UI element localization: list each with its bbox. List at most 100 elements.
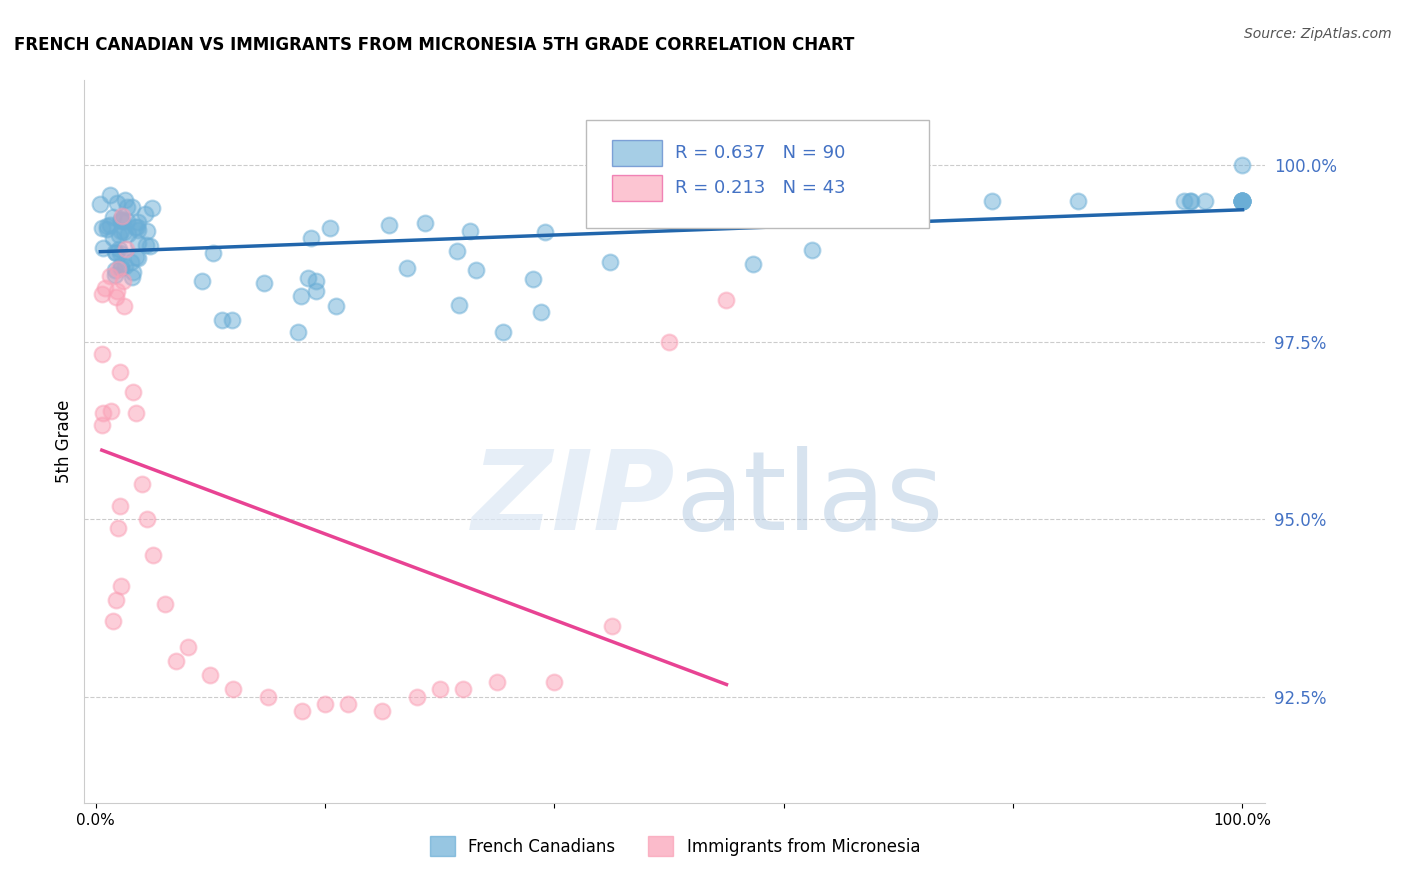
Point	[136, 512, 159, 526]
Text: Source: ZipAtlas.com: Source: ZipAtlas.com	[1244, 27, 1392, 41]
Point	[105, 196, 128, 211]
Point	[121, 200, 143, 214]
Point	[112, 225, 135, 239]
Point	[599, 254, 621, 268]
Point	[127, 219, 149, 234]
Point	[1232, 194, 1254, 208]
Legend: French Canadians, Immigrants from Micronesia: French Canadians, Immigrants from Micron…	[423, 830, 927, 863]
Point	[93, 241, 115, 255]
Point	[446, 244, 468, 258]
Point	[304, 285, 326, 299]
Point	[658, 335, 681, 350]
Point	[290, 289, 312, 303]
Text: FRENCH CANADIAN VS IMMIGRANTS FROM MICRONESIA 5TH GRADE CORRELATION CHART: FRENCH CANADIAN VS IMMIGRANTS FROM MICRO…	[14, 36, 855, 54]
Y-axis label: 5th Grade: 5th Grade	[55, 400, 73, 483]
Point	[318, 220, 340, 235]
Point	[107, 521, 129, 535]
Point	[104, 592, 127, 607]
Point	[115, 242, 138, 256]
Point	[114, 259, 136, 273]
Point	[200, 668, 222, 682]
Point	[110, 212, 132, 227]
Point	[115, 200, 138, 214]
Point	[534, 225, 557, 239]
Point	[141, 202, 163, 216]
Point	[460, 224, 482, 238]
Point	[101, 615, 124, 629]
Point	[100, 404, 122, 418]
Point	[522, 272, 544, 286]
Point	[131, 477, 153, 491]
Point	[96, 222, 118, 236]
Point	[108, 365, 131, 379]
Point	[108, 243, 131, 257]
Point	[256, 690, 278, 704]
Point	[103, 244, 125, 259]
Point	[139, 238, 162, 252]
Point	[371, 704, 394, 718]
FancyBboxPatch shape	[612, 175, 662, 201]
Point	[190, 274, 212, 288]
Point	[800, 244, 823, 258]
Point	[125, 250, 148, 264]
Point	[110, 212, 132, 227]
Point	[465, 263, 488, 277]
Point	[429, 682, 451, 697]
Point	[127, 251, 149, 265]
Text: 0.0%: 0.0%	[76, 814, 115, 829]
Point	[112, 299, 135, 313]
Point	[222, 682, 245, 697]
Point	[1232, 194, 1254, 208]
Point	[377, 219, 399, 233]
Point	[451, 682, 474, 697]
Point	[101, 230, 124, 244]
Point	[1178, 194, 1201, 208]
Point	[103, 210, 125, 224]
Point	[291, 704, 314, 718]
Point	[600, 618, 623, 632]
Point	[125, 406, 148, 420]
Point	[742, 257, 765, 271]
Point	[337, 697, 360, 711]
Point	[107, 261, 129, 276]
Point	[1232, 158, 1254, 172]
Point	[305, 274, 328, 288]
Text: 100.0%: 100.0%	[1213, 814, 1271, 829]
Point	[142, 548, 165, 562]
Point	[1180, 194, 1202, 208]
Point	[1232, 194, 1254, 208]
Point	[108, 499, 131, 513]
Point	[110, 578, 132, 592]
Point	[110, 245, 132, 260]
Point	[98, 219, 121, 233]
Point	[136, 225, 159, 239]
Point	[981, 194, 1004, 208]
Point	[91, 417, 114, 432]
Point	[117, 227, 139, 242]
Point	[846, 194, 869, 208]
Point	[91, 287, 114, 301]
Point	[110, 224, 132, 238]
Point	[325, 299, 347, 313]
Point	[297, 271, 319, 285]
Point	[114, 193, 136, 207]
Point	[1232, 194, 1254, 208]
Point	[111, 209, 134, 223]
Point	[94, 281, 117, 295]
Point	[211, 313, 233, 327]
Point	[127, 215, 149, 229]
Point	[1232, 194, 1254, 208]
Text: atlas: atlas	[675, 446, 943, 553]
Point	[530, 305, 553, 319]
Point	[105, 290, 128, 304]
Point	[176, 640, 198, 654]
Point	[314, 697, 336, 711]
Point	[134, 207, 156, 221]
Point	[299, 231, 322, 245]
Point	[104, 268, 127, 282]
Point	[91, 406, 114, 420]
Text: R = 0.637   N = 90: R = 0.637 N = 90	[675, 145, 845, 162]
Point	[110, 258, 132, 272]
Point	[879, 194, 901, 208]
Point	[1194, 194, 1216, 208]
